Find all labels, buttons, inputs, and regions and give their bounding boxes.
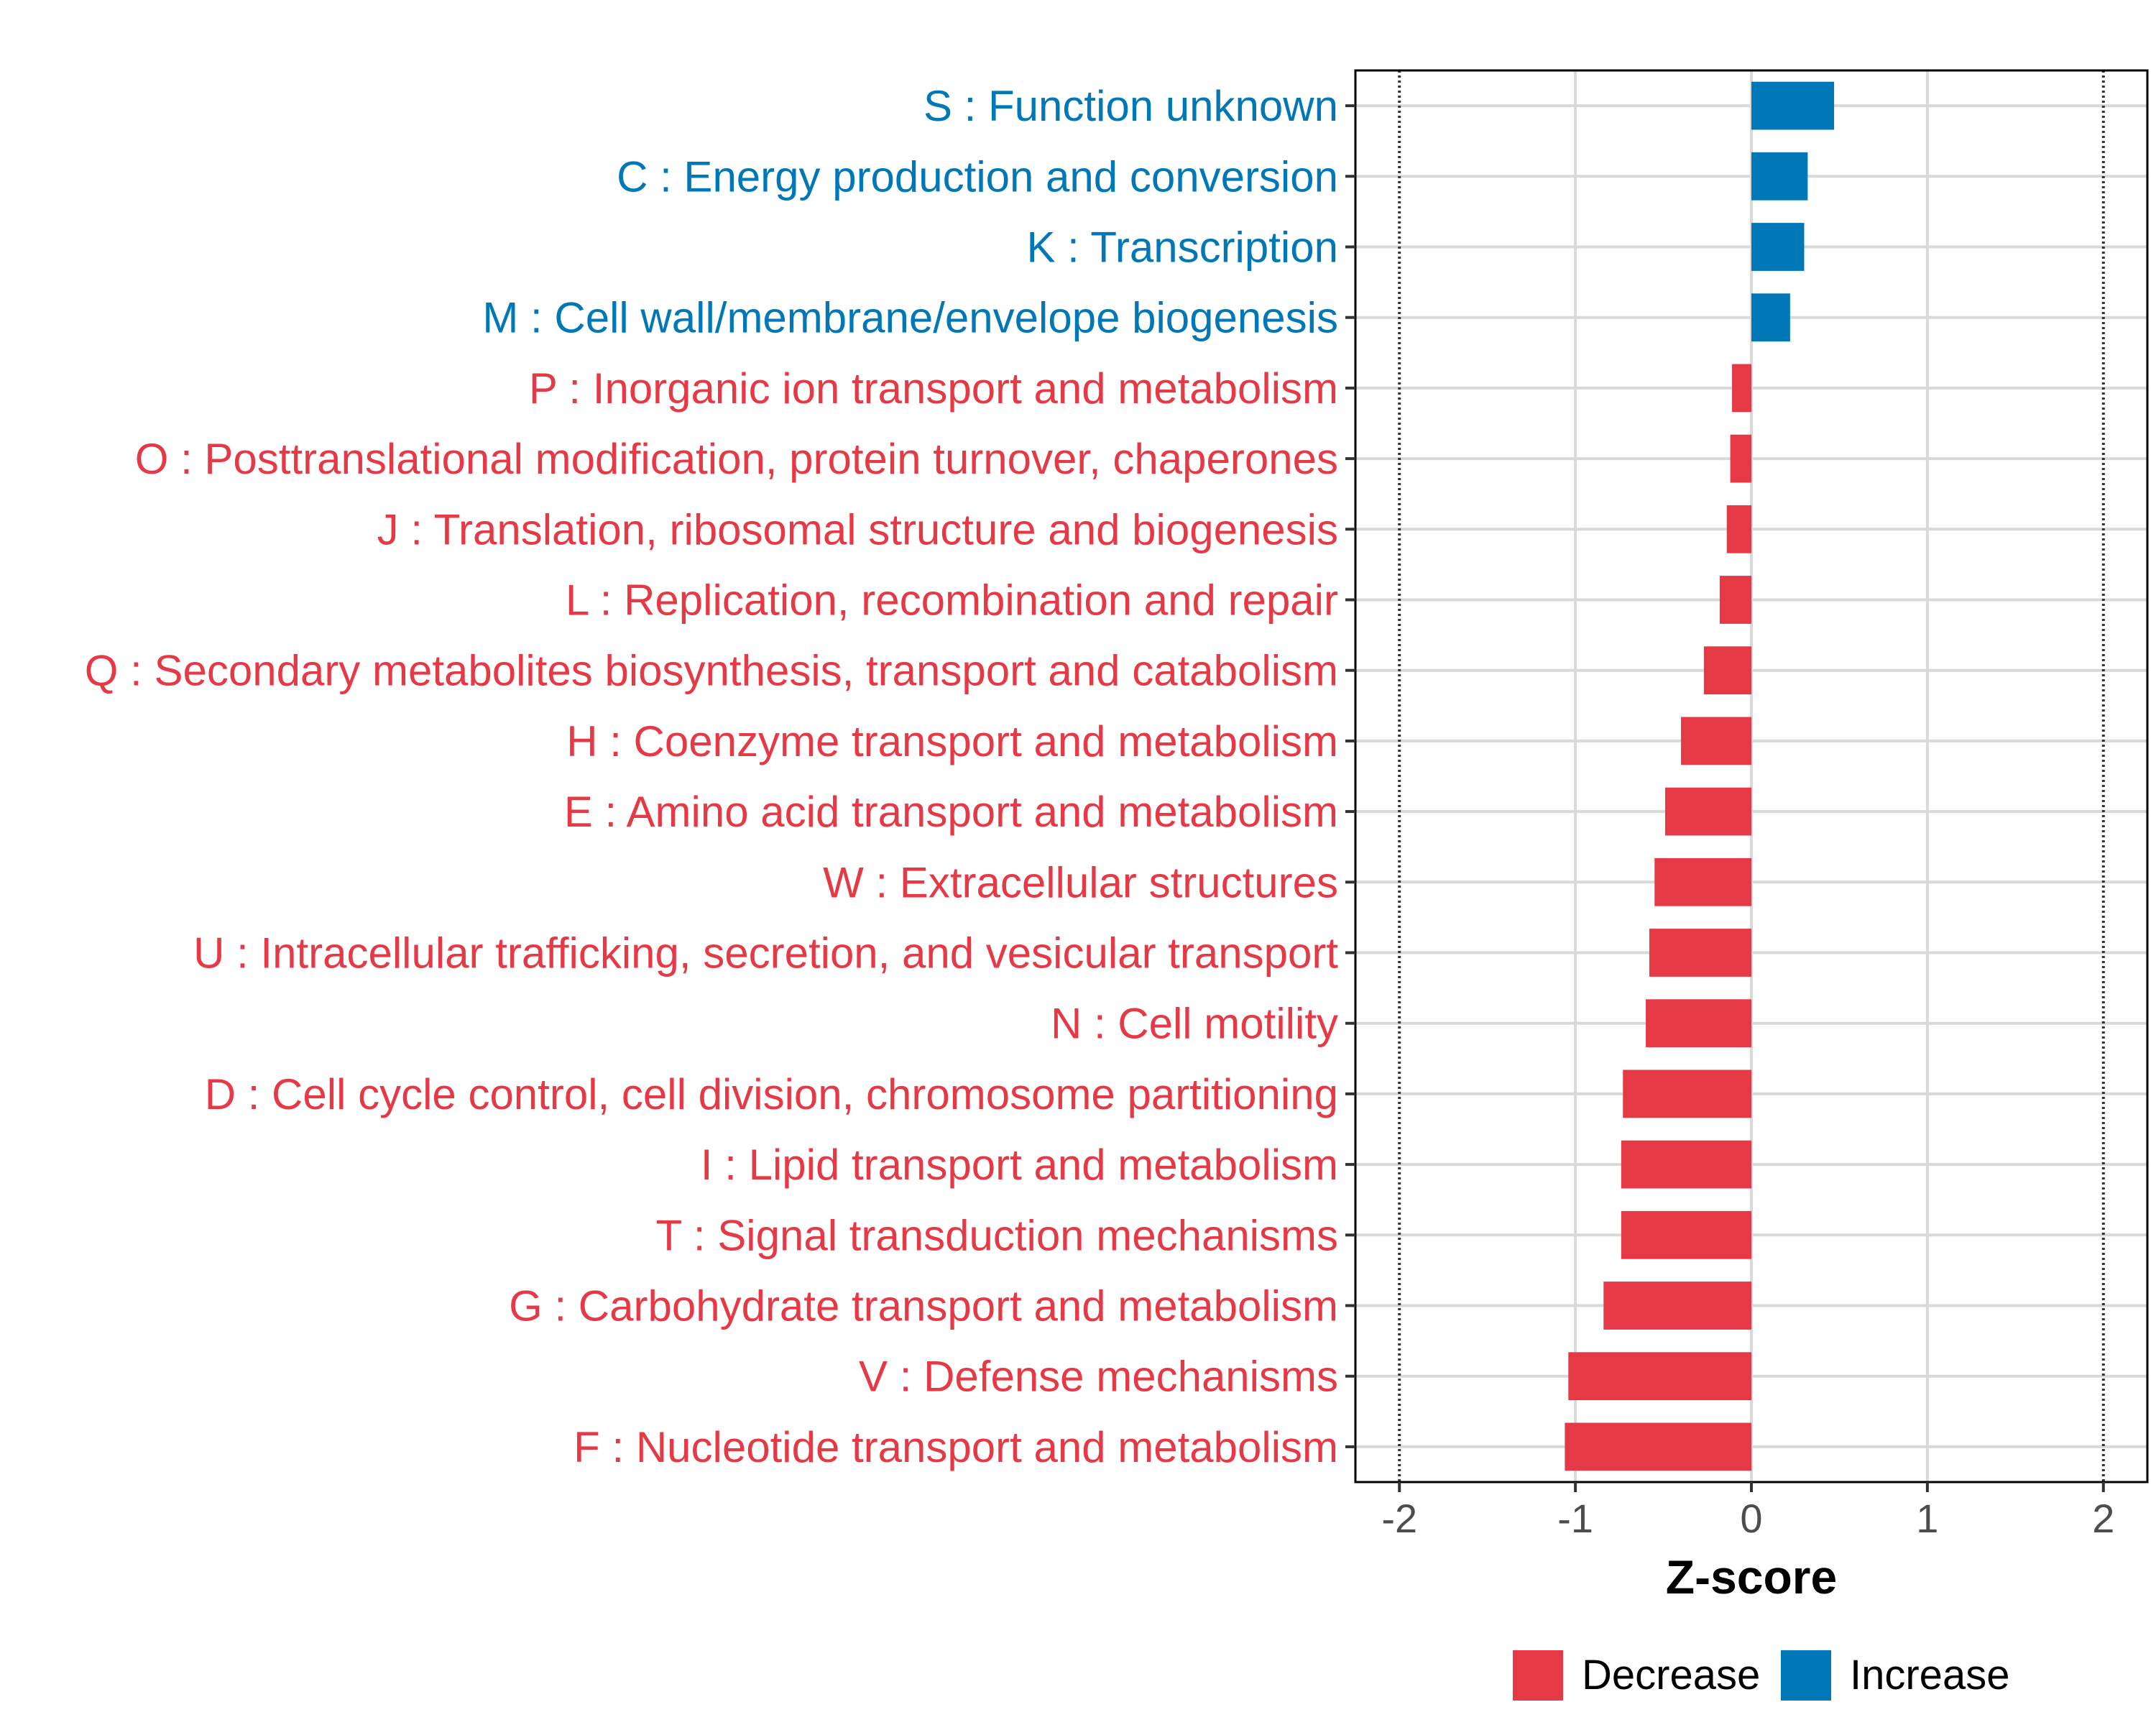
bar bbox=[1703, 646, 1751, 695]
category-labels: S : Function unknown C : Energy productio… bbox=[85, 82, 1339, 1471]
bar bbox=[1649, 929, 1751, 977]
bar bbox=[1681, 717, 1751, 765]
category-label: S : Function unknown bbox=[923, 82, 1338, 130]
category-label: H : Coenzyme transport and metabolism bbox=[566, 717, 1338, 765]
bar bbox=[1726, 505, 1751, 553]
legend-label: Decrease bbox=[1582, 1652, 1760, 1698]
bar bbox=[1568, 1352, 1751, 1401]
legend-swatch bbox=[1781, 1650, 1831, 1701]
x-axis-title: Z-score bbox=[1666, 1550, 1837, 1604]
bar bbox=[1665, 787, 1751, 836]
category-label: Q : Secondary metabolites biosynthesis, … bbox=[85, 647, 1338, 695]
bar bbox=[1621, 1140, 1751, 1189]
category-label: P : Inorganic ion transport and metaboli… bbox=[529, 364, 1338, 413]
bar bbox=[1730, 434, 1751, 483]
legend-label: Increase bbox=[1850, 1652, 2009, 1698]
category-label: F : Nucleotide transport and metabolism bbox=[573, 1423, 1338, 1471]
category-label: O : Posttranslational modification, prot… bbox=[135, 435, 1338, 483]
category-label: U : Intracellular trafficking, secretion… bbox=[193, 929, 1338, 978]
grid-layer bbox=[1355, 70, 2147, 1482]
category-label: C : Energy production and conversion bbox=[617, 152, 1338, 201]
legend: Decrease Increase bbox=[1513, 1650, 2009, 1701]
category-label: D : Cell cycle control, cell division, c… bbox=[205, 1070, 1338, 1118]
category-label: W : Extracellular structures bbox=[823, 858, 1338, 906]
category-label: T : Signal transduction mechanisms bbox=[656, 1211, 1338, 1259]
bar bbox=[1732, 364, 1751, 413]
axis-ticks bbox=[1345, 104, 2105, 1492]
bar bbox=[1621, 1210, 1751, 1259]
x-tick-label: 0 bbox=[1740, 1496, 1762, 1541]
bars-layer bbox=[1565, 81, 1835, 1471]
category-label: E : Amino acid transport and metabolism bbox=[564, 788, 1338, 836]
category-label: J : Translation, ribosomal structure and… bbox=[377, 505, 1338, 553]
bar bbox=[1565, 1422, 1751, 1471]
legend-swatch bbox=[1513, 1650, 1563, 1701]
category-label: K : Transcription bbox=[1026, 224, 1338, 272]
x-tick-label: -2 bbox=[1381, 1496, 1417, 1541]
x-tick-label: 1 bbox=[1916, 1496, 1938, 1541]
category-label: M : Cell wall/membrane/envelope biogenes… bbox=[482, 294, 1338, 342]
x-tick-labels: -2 -1 0 1 2 bbox=[1381, 1496, 2114, 1541]
category-label: G : Carbohydrate transport and metabolis… bbox=[509, 1282, 1338, 1330]
category-label: N : Cell motility bbox=[1051, 1000, 1338, 1048]
x-tick-label: 2 bbox=[2092, 1496, 2114, 1541]
bar bbox=[1719, 576, 1751, 624]
category-label: I : Lipid transport and metabolism bbox=[701, 1141, 1338, 1189]
category-label: V : Defense mechanisms bbox=[859, 1353, 1338, 1401]
bar bbox=[1654, 857, 1751, 906]
category-label: L : Replication, recombination and repai… bbox=[566, 576, 1338, 625]
bar bbox=[1603, 1282, 1751, 1330]
bar bbox=[1623, 1070, 1751, 1118]
bar bbox=[1751, 293, 1790, 342]
reference-lines bbox=[1398, 70, 2105, 1482]
bar bbox=[1751, 223, 1805, 271]
bar bbox=[1751, 152, 1808, 201]
x-tick-label: -1 bbox=[1557, 1496, 1593, 1541]
bar bbox=[1646, 999, 1751, 1048]
bar bbox=[1751, 81, 1835, 130]
